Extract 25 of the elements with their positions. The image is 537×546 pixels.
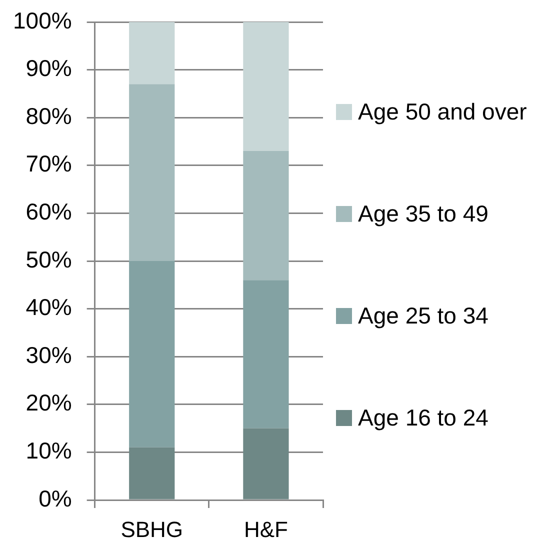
bar — [243, 151, 289, 280]
y-tick-label: 10% — [26, 438, 72, 464]
y-tick-label: 20% — [26, 390, 72, 416]
legend-label: Age 16 to 24 — [358, 404, 489, 430]
y-tick-label: 30% — [26, 342, 72, 368]
y-tick-label: 0% — [38, 485, 72, 512]
legend-label: Age 35 to 49 — [358, 200, 488, 226]
bar — [129, 261, 175, 448]
y-tick-label: 80% — [26, 102, 72, 129]
y-tick-label: 100% — [12, 7, 72, 34]
legend-label: Age 25 to 34 — [358, 302, 489, 328]
bar — [129, 22, 175, 84]
y-tick-label: 70% — [26, 150, 72, 177]
x-tick-label: H&F — [244, 517, 288, 542]
y-tick-label: 50% — [26, 246, 72, 272]
legend-label: Age 50 and over — [358, 98, 528, 124]
bar — [129, 447, 175, 500]
bar — [129, 84, 175, 261]
y-tick-label: 60% — [26, 198, 72, 225]
y-tick-label: 90% — [26, 55, 72, 82]
x-tick-label: SBHG — [120, 517, 184, 542]
bar — [243, 280, 289, 428]
bar — [243, 22, 289, 152]
bar — [243, 428, 289, 500]
y-tick-label: 40% — [26, 294, 72, 320]
